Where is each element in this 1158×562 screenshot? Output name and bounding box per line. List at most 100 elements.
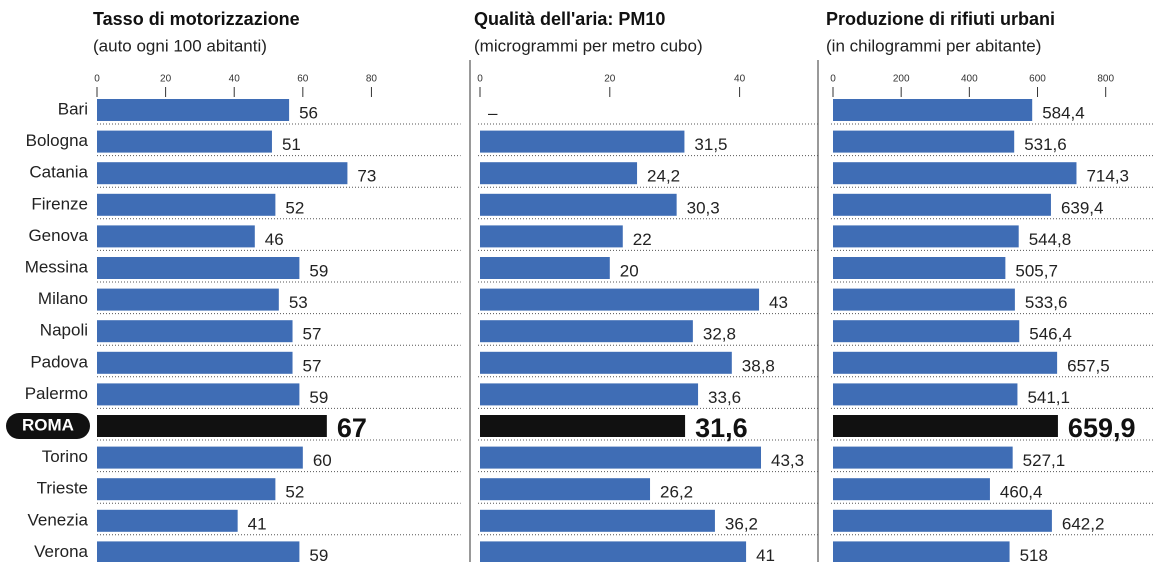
category-label: Milano <box>38 289 88 308</box>
bar <box>97 225 255 248</box>
panel-subtitle: (auto ogni 100 abitanti) <box>93 36 267 55</box>
value-label: 53 <box>289 293 308 312</box>
bar <box>97 415 327 437</box>
value-label: 51 <box>282 135 301 154</box>
value-label: 59 <box>309 546 328 562</box>
bar <box>833 351 1058 374</box>
bar <box>480 193 677 216</box>
highlight-badge <box>6 413 90 439</box>
value-label: 639,4 <box>1061 198 1104 217</box>
bar <box>480 415 686 437</box>
bar <box>97 446 303 469</box>
value-label: 546,4 <box>1029 325 1072 344</box>
bar <box>480 478 651 501</box>
value-label: – <box>488 103 498 122</box>
category-label: Padova <box>30 352 88 371</box>
value-label: 38,8 <box>742 356 775 375</box>
value-label: 56 <box>299 103 318 122</box>
value-label: 541,1 <box>1027 388 1070 407</box>
value-label: 518 <box>1020 546 1048 562</box>
bar <box>833 193 1051 216</box>
panel-title: Tasso di motorizzazione <box>93 9 300 29</box>
bar <box>480 541 747 562</box>
x-tick-label: 0 <box>94 74 100 85</box>
value-label: 30,3 <box>687 198 720 217</box>
value-label: 31,5 <box>694 135 727 154</box>
value-label: 59 <box>309 388 328 407</box>
value-label: 659,9 <box>1068 413 1136 443</box>
value-label: 714,3 <box>1086 167 1129 186</box>
panel-title: Qualità dell'aria: PM10 <box>474 9 665 29</box>
bar <box>833 383 1018 406</box>
category-label: Verona <box>34 542 88 561</box>
x-tick-label: 80 <box>366 74 378 85</box>
bar <box>97 99 290 121</box>
value-label: 20 <box>620 261 639 280</box>
bar <box>480 320 693 343</box>
value-label: 57 <box>303 356 322 375</box>
bar <box>97 130 272 153</box>
bar <box>480 351 732 374</box>
x-tick-label: 200 <box>893 74 910 85</box>
panel-title: Produzione di rifiuti urbani <box>826 9 1055 29</box>
bar <box>97 320 293 343</box>
category-label: Venezia <box>28 510 89 529</box>
value-label: 22 <box>633 230 652 249</box>
x-tick-label: 60 <box>297 74 309 85</box>
x-tick-label: 400 <box>961 74 978 85</box>
category-label: Bari <box>58 99 88 118</box>
bar <box>480 130 685 153</box>
bar <box>833 288 1015 311</box>
value-label: 52 <box>285 483 304 502</box>
category-label: Trieste <box>37 479 88 498</box>
x-tick-label: 40 <box>734 74 746 85</box>
value-label: 32,8 <box>703 325 736 344</box>
bar <box>833 99 1033 121</box>
bar <box>833 478 990 501</box>
x-tick-label: 800 <box>1097 74 1114 85</box>
bar <box>480 225 623 248</box>
bar <box>833 541 1010 562</box>
bar <box>97 193 276 216</box>
x-tick-label: 0 <box>830 74 836 85</box>
value-label: 41 <box>248 514 267 533</box>
value-label: 527,1 <box>1023 451 1066 470</box>
bar <box>833 257 1006 279</box>
value-label: 505,7 <box>1015 261 1058 280</box>
bar <box>480 446 762 469</box>
category-label: Catania <box>29 163 88 182</box>
panel-subtitle: (microgrammi per metro cubo) <box>474 36 703 55</box>
value-label: 26,2 <box>660 483 693 502</box>
category-label: ROMA <box>22 415 74 434</box>
bar <box>97 162 348 185</box>
x-tick-label: 0 <box>477 74 483 85</box>
value-label: 43,3 <box>771 451 804 470</box>
bar <box>480 257 610 279</box>
value-label: 60 <box>313 451 332 470</box>
value-label: 642,2 <box>1062 514 1105 533</box>
value-label: 24,2 <box>647 167 680 186</box>
category-label: Firenze <box>31 194 88 213</box>
bar <box>97 509 238 532</box>
bar <box>97 541 300 562</box>
category-label: Napoli <box>40 321 88 340</box>
value-label: 460,4 <box>1000 483 1043 502</box>
x-tick-label: 600 <box>1029 74 1046 85</box>
value-label: 31,6 <box>695 413 748 443</box>
bar <box>97 257 300 279</box>
value-label: 531,6 <box>1024 135 1067 154</box>
value-label: 41 <box>756 546 775 562</box>
value-label: 73 <box>357 167 376 186</box>
value-label: 544,8 <box>1029 230 1072 249</box>
bar <box>97 478 276 501</box>
bar <box>480 288 760 311</box>
bar <box>97 383 300 406</box>
panel-subtitle: (in chilogrammi per abitante) <box>826 36 1041 55</box>
value-label: 33,6 <box>708 388 741 407</box>
value-label: 59 <box>309 261 328 280</box>
bar <box>833 130 1015 153</box>
category-label: Torino <box>42 447 88 466</box>
value-label: 584,4 <box>1042 103 1085 122</box>
category-label: Palermo <box>25 384 88 403</box>
bar <box>833 446 1013 469</box>
